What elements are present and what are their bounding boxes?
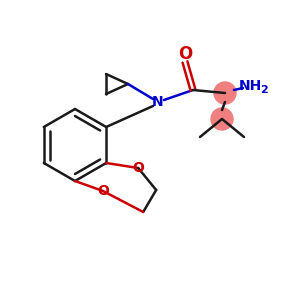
Circle shape: [211, 108, 233, 130]
Text: O: O: [132, 161, 144, 175]
Circle shape: [214, 82, 236, 104]
Text: O: O: [97, 184, 109, 198]
Text: NH: NH: [238, 79, 262, 93]
Text: O: O: [178, 45, 192, 63]
Text: N: N: [152, 95, 164, 109]
Text: 2: 2: [260, 85, 268, 95]
